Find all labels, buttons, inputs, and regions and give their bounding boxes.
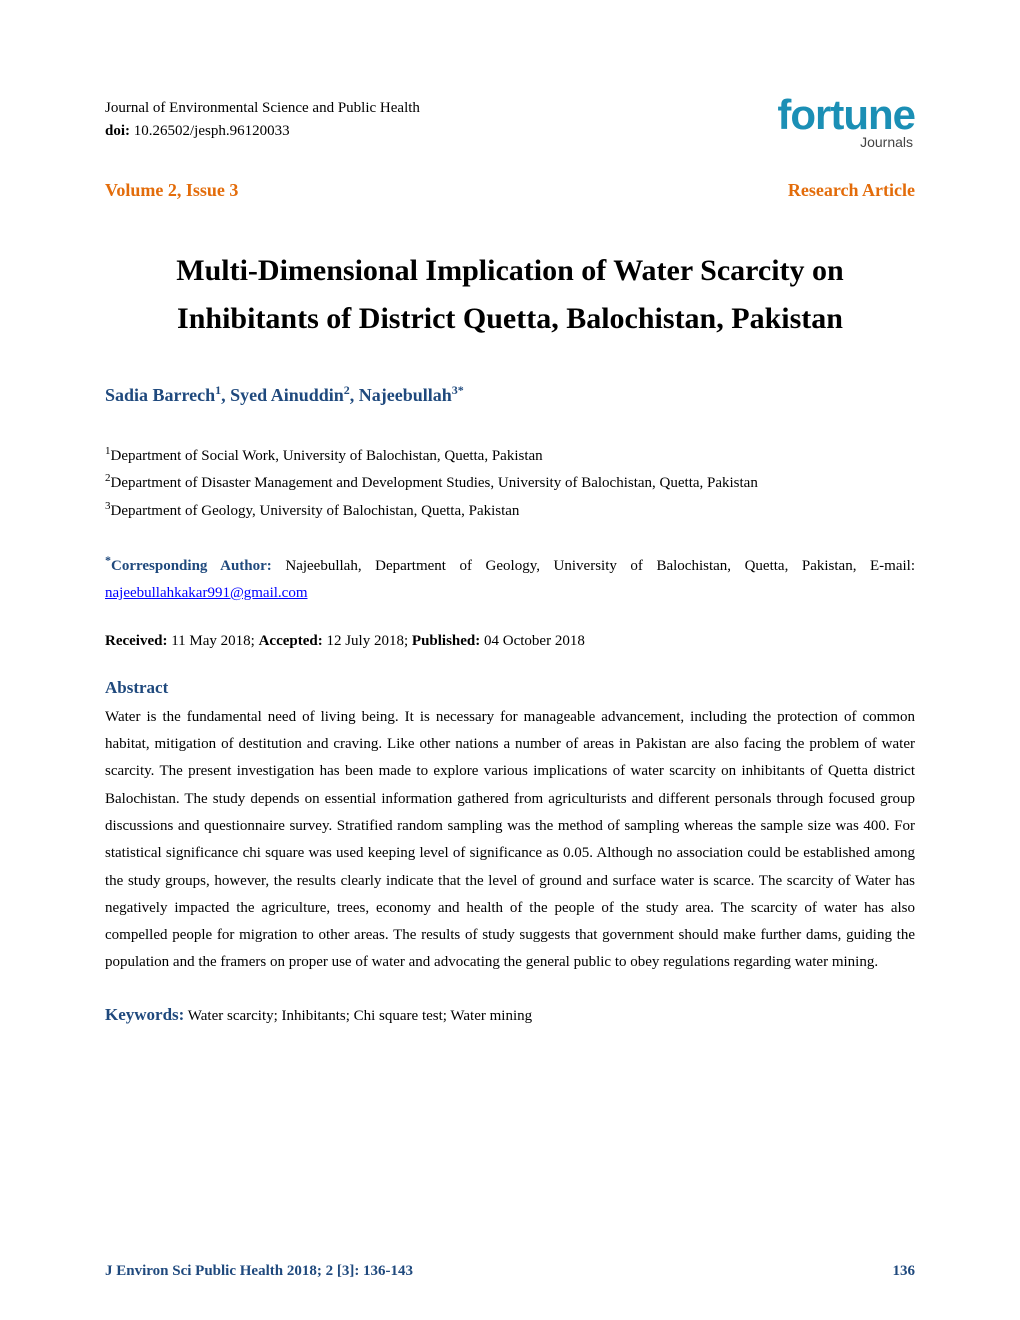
article-title: Multi-Dimensional Implication of Water S… (105, 247, 915, 343)
affiliation-3: 3Department of Geology, University of Ba… (105, 497, 915, 524)
footer-page-number: 136 (893, 1263, 916, 1280)
author-list: Sadia Barrech1, Syed Ainuddin2, Najeebul… (105, 383, 915, 406)
received-date: 11 May 2018; (167, 633, 258, 649)
author-3-sup: 3* (452, 383, 464, 397)
author-2-sup: 2 (344, 383, 350, 397)
received-label: Received: (105, 633, 167, 649)
abstract-body: Water is the fundamental need of living … (105, 704, 915, 977)
header-left-block: Journal of Environmental Science and Pub… (105, 100, 777, 140)
logo-main-text: fortune (777, 94, 915, 136)
affiliation-1: 1Department of Social Work, University o… (105, 442, 915, 469)
page-footer: J Environ Sci Public Health 2018; 2 [3]:… (105, 1263, 915, 1280)
accepted-date: 12 July 2018; (323, 633, 412, 649)
abstract-heading: Abstract (105, 678, 915, 698)
corresponding-text: Najeebullah, Department of Geology, Univ… (272, 558, 915, 574)
doi-label: doi: (105, 123, 130, 139)
doi-value: 10.26502/jesph.96120033 (130, 123, 290, 139)
published-date: 04 October 2018 (480, 633, 585, 649)
footer-citation: J Environ Sci Public Health 2018; 2 [3]:… (105, 1263, 413, 1280)
corresponding-author: *Corresponding Author: Najeebullah, Depa… (105, 550, 915, 607)
publisher-logo: fortune Journals (777, 94, 915, 150)
author-1: Sadia Barrech (105, 385, 215, 405)
affiliation-2: 2Department of Disaster Management and D… (105, 469, 915, 496)
keywords-text: Water scarcity; Inhibitants; Chi square … (184, 1008, 532, 1024)
corresponding-email-link[interactable]: najeebullahkakar991@gmail.com (105, 585, 308, 601)
article-type: Research Article (788, 180, 915, 201)
keywords-line: Keywords: Water scarcity; Inhibitants; C… (105, 1005, 915, 1025)
header-row: Journal of Environmental Science and Pub… (105, 100, 915, 150)
volume-issue: Volume 2, Issue 3 (105, 180, 238, 201)
keywords-label: Keywords: (105, 1005, 184, 1024)
doi-line: doi: 10.26502/jesph.96120033 (105, 123, 777, 140)
journal-name: Journal of Environmental Science and Pub… (105, 100, 777, 117)
author-2: Syed Ainuddin (230, 385, 344, 405)
published-label: Published: (412, 633, 480, 649)
affiliations: 1Department of Social Work, University o… (105, 442, 915, 524)
article-dates: Received: 11 May 2018; Accepted: 12 July… (105, 633, 915, 650)
volume-row: Volume 2, Issue 3 Research Article (105, 180, 915, 201)
accepted-label: Accepted: (259, 633, 323, 649)
author-1-sup: 1 (215, 383, 221, 397)
author-3: Najeebullah (359, 385, 452, 405)
corresponding-label: *Corresponding Author: (105, 558, 272, 574)
